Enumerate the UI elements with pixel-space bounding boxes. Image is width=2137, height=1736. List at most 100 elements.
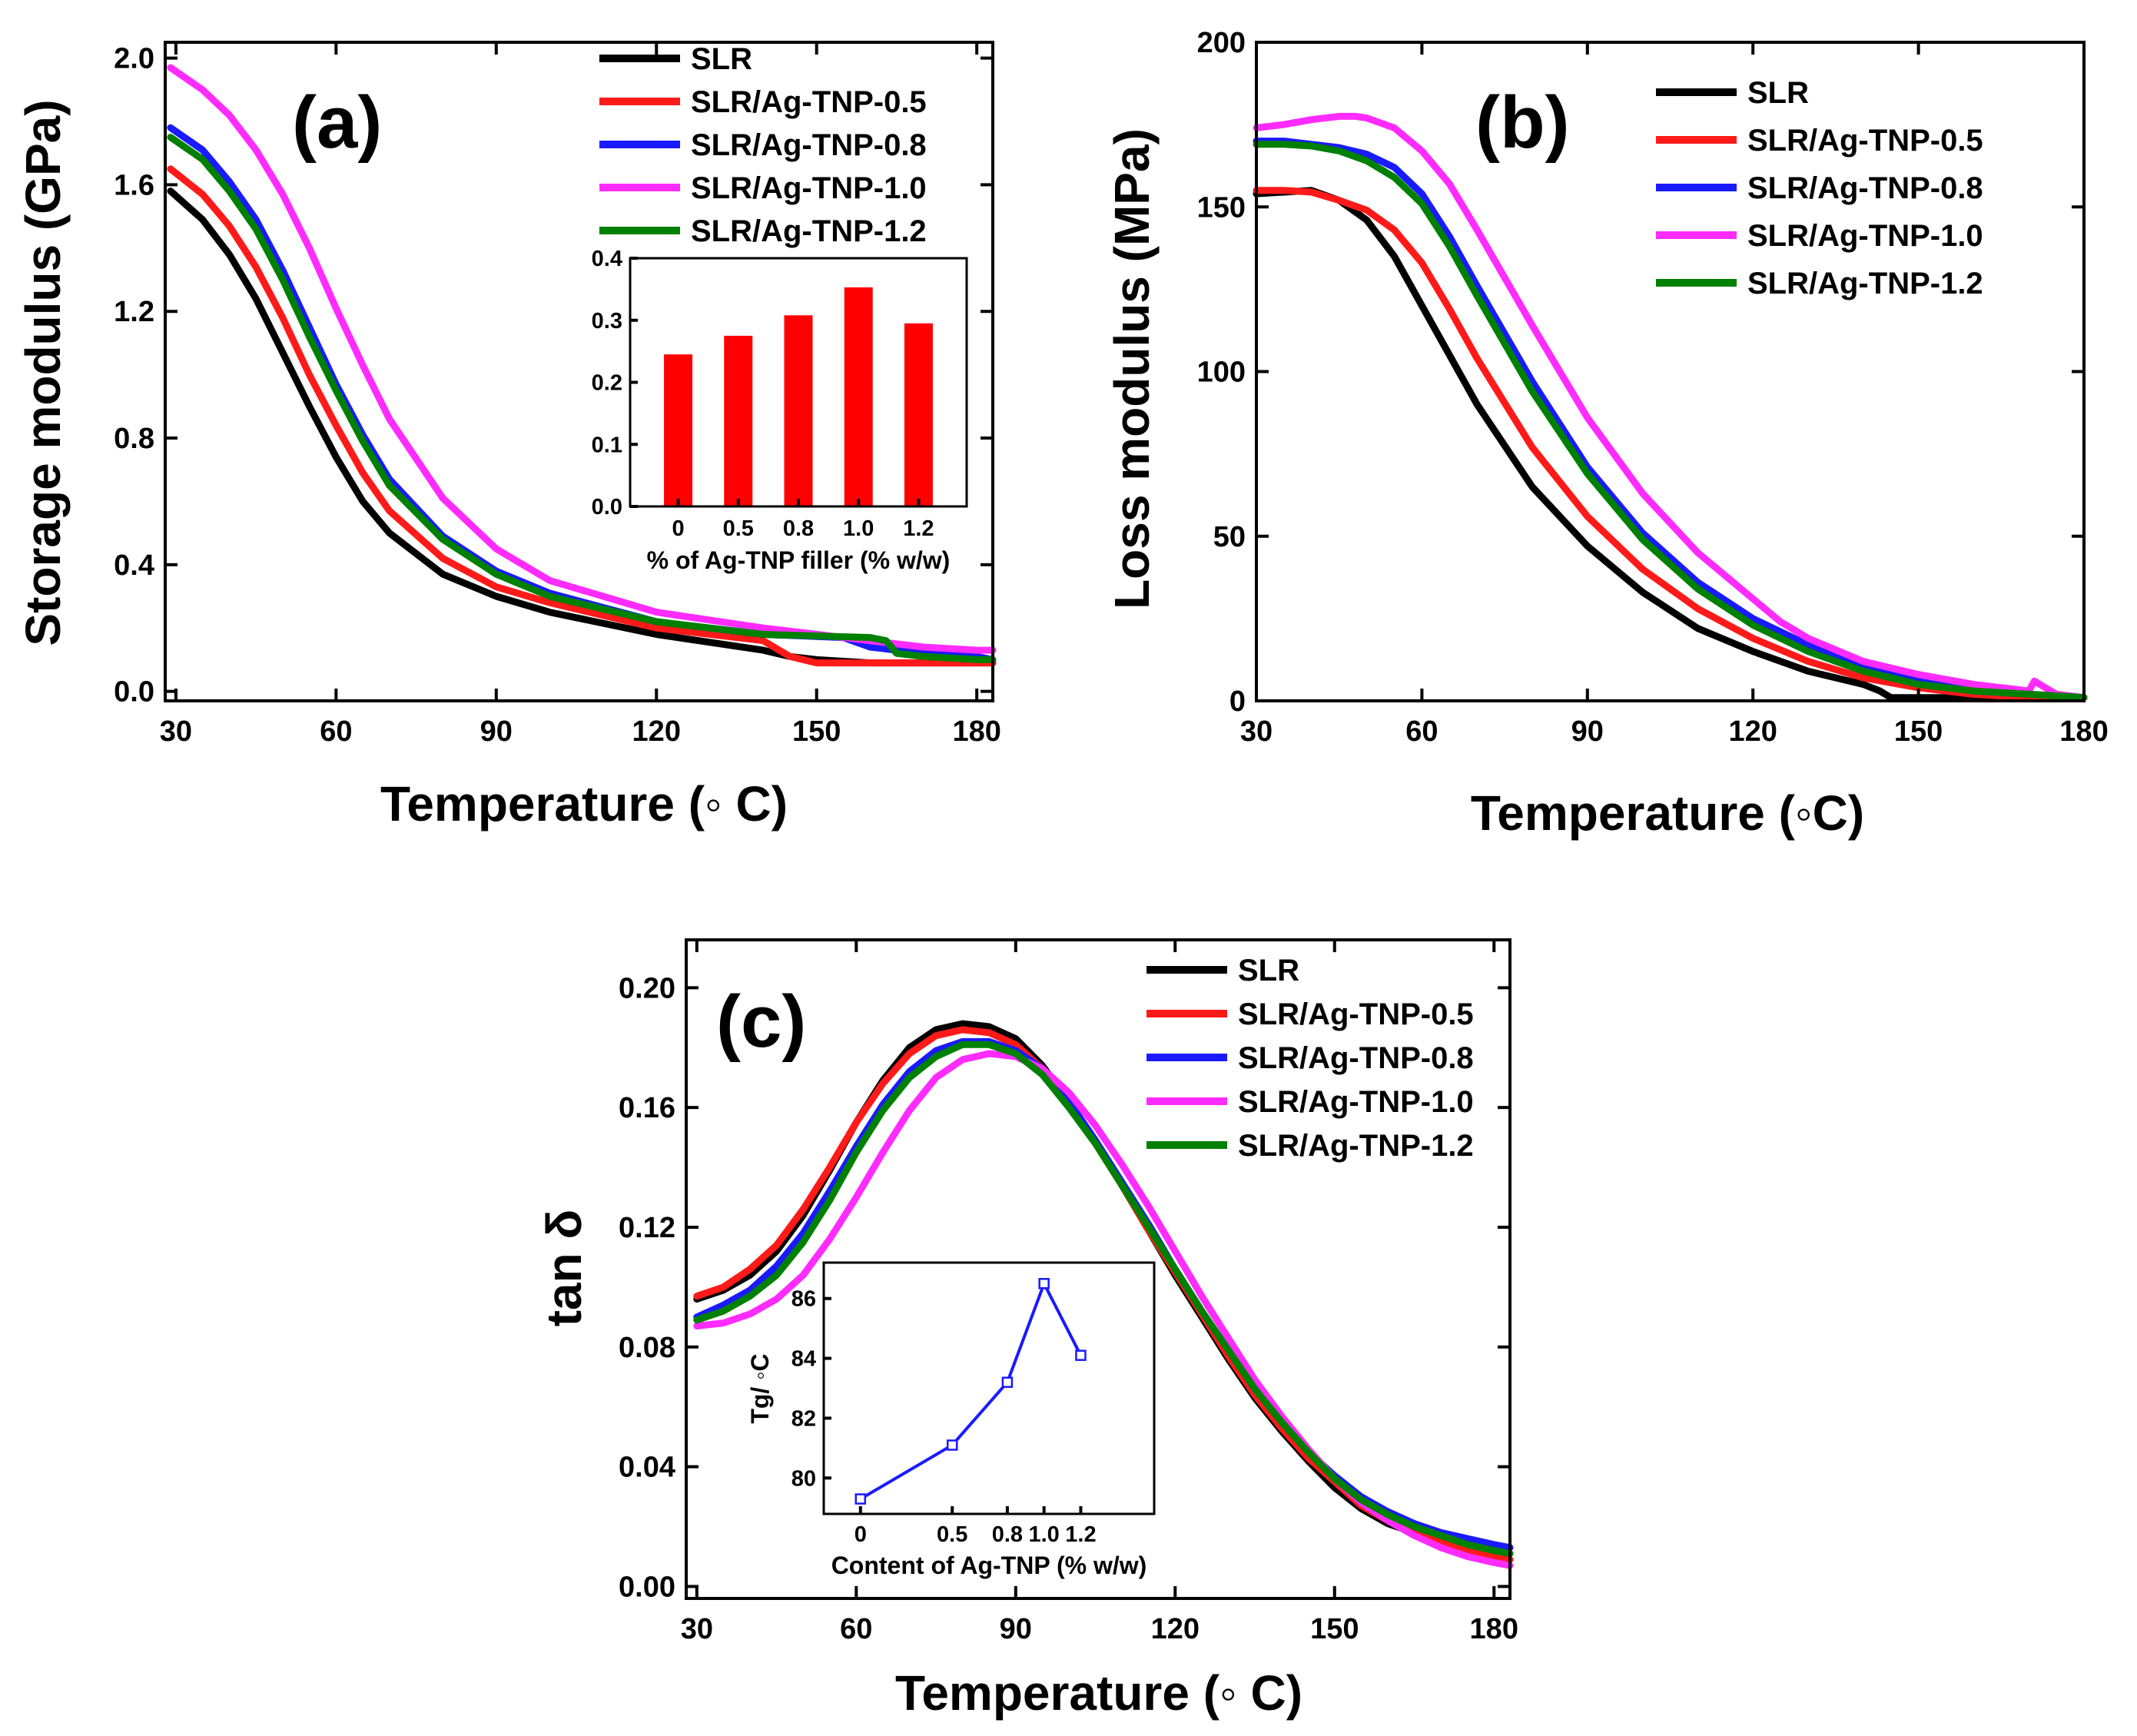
panel-b-ytick-label: 100 xyxy=(1197,357,1246,389)
panel-b-series-slr xyxy=(1253,187,2088,702)
panel-a-inset-bars xyxy=(664,287,933,506)
panel-c-inset-xtick-label: 0.8 xyxy=(992,1522,1023,1547)
panel-c-frame xyxy=(685,938,1511,1600)
panel-a-inset-xlabel: % of Ag-TNP filler (% w/w) xyxy=(647,546,951,574)
panel-b-plot-area xyxy=(1253,112,2088,702)
panel-c-series-slr-ag-tnp-1-2 xyxy=(693,1041,1514,1558)
panel-c-inset-marker xyxy=(946,1439,958,1451)
panel-b-legend-label: SLR/Ag-TNP-0.8 xyxy=(1747,171,1983,205)
panel-c-inset-plot xyxy=(854,1278,1087,1505)
panel-a-legend-label: SLR/Ag-TNP-1.2 xyxy=(691,214,927,248)
panel-c-inset-ytick-label: 80 xyxy=(791,1466,816,1491)
panel-c-xtick-label: 180 xyxy=(1470,1613,1518,1645)
panel-c-ytick-label: 0.12 xyxy=(619,1212,675,1244)
panel-c-plot-area xyxy=(693,1020,1514,1569)
panel-c-legend-label: SLR/Ag-TNP-1.2 xyxy=(1238,1129,1474,1163)
panel-c-inset-marker xyxy=(854,1493,867,1505)
panel-b-ytick-label: 0 xyxy=(1229,685,1246,718)
panel-c-inset-xtick-label: 1.0 xyxy=(1029,1522,1060,1547)
panel-a-xtick-label: 150 xyxy=(792,715,841,748)
panel-a-inset-ytick-label: 0.1 xyxy=(592,433,622,457)
panel-b-series-slr-ag-tnp-1-0 xyxy=(1253,112,2088,702)
panel-c-inset-marker xyxy=(1038,1278,1050,1290)
panel-b-series-slr-ag-tnp-1-2 xyxy=(1253,141,2088,702)
panel-b-ticks: 30 60 90 120 150 180 0 50 100 150 200 xyxy=(1197,27,2109,748)
panel-a-inset-ytick-label: 0.4 xyxy=(592,247,622,271)
panel-a-legend-label: SLR xyxy=(691,42,752,76)
panel-c-label: (c) xyxy=(716,981,806,1063)
panel-c-ytick-label: 0.16 xyxy=(619,1092,675,1124)
panel-b-ylabel: Loss modulus (MPa) xyxy=(1104,128,1160,609)
panel-c-xlabel: Temperature (◦ C) xyxy=(895,1665,1302,1721)
panel-a-ytick-label: 0.0 xyxy=(114,676,154,709)
panel-a-inset-ytick-label: 0.0 xyxy=(592,495,622,519)
panel-c-inset-marker xyxy=(1001,1376,1014,1388)
panel-a-ytick-label: 1.2 xyxy=(114,296,154,328)
panel-c-xtick-label: 30 xyxy=(681,1613,713,1645)
panel-a-frame xyxy=(164,41,994,702)
panel-c-ytick-label: 0.00 xyxy=(619,1571,675,1603)
panel-b-xtick-label: 150 xyxy=(1894,715,1943,748)
panel-a-xtick-label: 60 xyxy=(320,715,352,748)
panel-a-legend: SLR SLR/Ag-TNP-0.5 SLR/Ag-TNP-0.8 SLR/Ag-TN… xyxy=(599,42,927,248)
panel-c-legend: SLR SLR/Ag-TNP-0.5 SLR/Ag-TNP-0.8 SLR/Ag-TN… xyxy=(1146,954,1474,1163)
panel-c-inset-line xyxy=(859,1280,1083,1501)
panel-a-ytick-label: 2.0 xyxy=(114,43,154,75)
panel-a-ytick-label: 1.6 xyxy=(114,169,154,201)
panel-c-xtick-label: 120 xyxy=(1151,1613,1200,1645)
panel-c: 30 60 90 120 150 1800.000.040.080.120.160.20 … xyxy=(536,938,1518,1721)
panel-a-series-slr-ag-tnp-0-5 xyxy=(167,165,997,667)
panel-b-legend-label: SLR/Ag-TNP-1.2 xyxy=(1747,267,1983,300)
panel-b-legend-label: SLR/Ag-TNP-1.0 xyxy=(1747,219,1983,253)
panel-c-inset-frame xyxy=(822,1261,1156,1515)
panel-b-xtick-label: 30 xyxy=(1240,715,1273,748)
panel-c-ticks: 30 60 90 120 150 180 0.00 0.04 0.08 0.12 0.16 0.20 xyxy=(619,940,1518,1645)
panel-a-label: (a) xyxy=(292,81,382,164)
panel-c-xtick-label: 60 xyxy=(840,1613,872,1645)
panel-c-inset-ytick-label: 86 xyxy=(791,1287,816,1312)
panel-c-legend-label: SLR xyxy=(1238,954,1299,987)
panel-c-inset-ytick-label: 84 xyxy=(791,1347,816,1372)
panel-a-xtick-label: 90 xyxy=(480,715,513,748)
panel-b-xtick-label: 120 xyxy=(1728,715,1777,748)
panel-c-ytick-label: 0.04 xyxy=(619,1452,675,1484)
panel-c-legend-label: SLR/Ag-TNP-0.8 xyxy=(1238,1041,1474,1075)
panel-a-ticks: 30 60 90 120 150 180 0.0 0.4 0.8 1.2 1.6 2.0 xyxy=(114,42,1001,748)
panel-a-ylabel: Storage modulus (GPa) xyxy=(15,99,71,646)
panel-c-inset-xlabel: Content of Ag-TNP (% w/w) xyxy=(831,1552,1147,1579)
panel-c-ytick-label: 0.08 xyxy=(619,1332,675,1364)
panel-c-inset-ytick-label: 82 xyxy=(791,1406,816,1431)
panel-c-inset-ticks: 0 0.5 0.8 1.0 1.2 80 82 84 86 xyxy=(791,1287,1097,1547)
panel-a-inset-ytick-label: 0.2 xyxy=(592,371,622,396)
panel-c-inset-marker xyxy=(1075,1349,1087,1361)
panel-a-inset-xtick-label: 0.8 xyxy=(783,516,814,541)
panel-c-legend-label: SLR/Ag-TNP-1.0 xyxy=(1238,1085,1474,1119)
panel-a-inset-bar xyxy=(724,335,753,506)
panel-a-inset-xtick-label: 1.0 xyxy=(843,516,874,541)
panel-b-legend: SLR SLR/Ag-TNP-0.5 SLR/Ag-TNP-0.8 SLR/Ag-TN… xyxy=(1656,76,1983,300)
panel-b-xtick-label: 90 xyxy=(1571,715,1604,748)
panel-c-inset: 0 0.5 0.8 1.0 1.2 80 82 84 86 Content of Ag-TNP … xyxy=(746,1261,1156,1579)
panel-b-xlabel: Temperature (◦C) xyxy=(1471,785,1864,841)
panel-a-inset-bar xyxy=(904,323,933,506)
panel-c-xtick-label: 90 xyxy=(1000,1613,1032,1645)
panel-c-inset-xtick-label: 0 xyxy=(854,1522,867,1547)
panel-b-label: (b) xyxy=(1475,81,1570,164)
panel-c-series-slr-ag-tnp-1-0 xyxy=(693,1050,1514,1569)
panel-a-inset-bar xyxy=(784,315,813,506)
panel-a-inset-ytick-label: 0.3 xyxy=(592,309,622,334)
panel-c-legend-label: SLR/Ag-TNP-0.5 xyxy=(1238,997,1474,1031)
panel-a-xlabel: Temperature (◦ C) xyxy=(380,776,788,831)
panel-b-ytick-label: 150 xyxy=(1197,191,1246,224)
panel-a-inset-bar xyxy=(664,354,693,506)
panel-a-legend-label: SLR/Ag-TNP-0.5 xyxy=(691,85,927,119)
panel-a-legend-label: SLR/Ag-TNP-0.8 xyxy=(691,128,927,162)
panel-b-xtick-label: 180 xyxy=(2059,715,2108,748)
panel-c-inset-xtick-label: 0.5 xyxy=(937,1522,967,1547)
panel-b-legend-label: SLR xyxy=(1747,76,1809,110)
panel-b-ytick-label: 200 xyxy=(1197,27,1246,59)
panel-a-inset-xtick-label: 0.5 xyxy=(723,516,754,541)
panel-b-series-slr-ag-tnp-0-5 xyxy=(1253,187,2088,702)
panel-a-xtick-label: 120 xyxy=(632,715,681,748)
